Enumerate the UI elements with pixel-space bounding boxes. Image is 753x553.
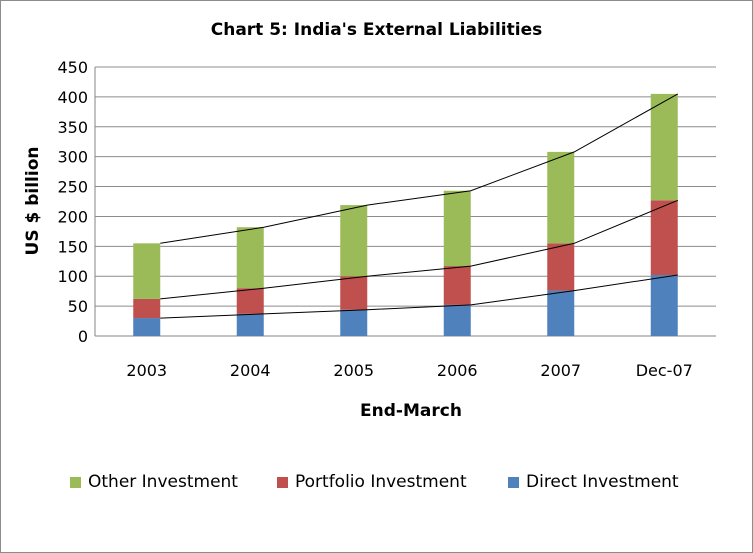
bar-direct-investment (443, 304, 471, 336)
y-tick-label: 200 (57, 207, 88, 226)
bar-direct-investment (650, 275, 678, 336)
bar-portfolio-investment (650, 200, 678, 276)
chart-title: Chart 5: India's External Liabilities (210, 20, 543, 40)
y-axis-title: US $ billion (23, 147, 43, 256)
y-tick-label: 450 (57, 58, 88, 77)
y-tick-label: 100 (57, 267, 88, 286)
legend-label: Portfolio Investment (295, 472, 467, 492)
x-tick-label: 2005 (333, 361, 374, 380)
bar-direct-investment (133, 318, 161, 336)
legend-item: Direct Investment (508, 472, 679, 492)
legend-swatch (70, 476, 81, 488)
bar-other-investment (650, 93, 678, 201)
bars (133, 93, 678, 336)
bar-portfolio-investment (236, 288, 264, 314)
legend-label: Direct Investment (526, 472, 679, 492)
y-tick-label: 350 (57, 118, 88, 137)
legend-swatch (508, 476, 519, 488)
bar-direct-investment (340, 309, 368, 336)
x-tick-label: Dec-07 (636, 361, 693, 380)
legend: Other Investment Portfolio Investment Dire… (0, 472, 753, 498)
bar-other-investment (133, 243, 161, 299)
x-axis-title: End-March (360, 401, 462, 421)
y-tick-label: 0 (78, 327, 88, 346)
bar-portfolio-investment (547, 243, 575, 291)
y-tick-label: 250 (57, 178, 88, 197)
x-tick-label: 2003 (126, 361, 167, 380)
tick-labels: 0 50 100 150 200 250 300 350 400 450 2003 2004 2005 2… (57, 58, 692, 380)
series-lines (160, 93, 679, 319)
bar-other-investment (236, 227, 264, 289)
y-tick-label: 50 (68, 297, 88, 316)
y-tick-label: 300 (57, 148, 88, 167)
legend-label: Other Investment (88, 472, 238, 492)
series-line-portfolio-investment (160, 199, 678, 300)
legend-item: Other Investment (70, 472, 238, 492)
bar-portfolio-investment (443, 266, 471, 305)
x-tick-label: 2007 (540, 361, 581, 380)
bar-other-investment (443, 190, 471, 267)
legend-swatch (277, 476, 288, 488)
y-tick-label: 400 (57, 88, 88, 107)
gridlines (94, 66, 716, 337)
x-tick-label: 2004 (230, 361, 271, 380)
bar-portfolio-investment (133, 298, 161, 319)
x-tick-label: 2006 (437, 361, 478, 380)
bar-other-investment (340, 205, 368, 277)
bar-direct-investment (236, 313, 264, 336)
series-line-direct-investment (160, 274, 678, 319)
bar-portfolio-investment (340, 276, 368, 310)
y-tick-label: 150 (57, 237, 88, 256)
bar-direct-investment (547, 290, 575, 336)
bar-other-investment (547, 151, 575, 244)
series-line-other-investment (160, 93, 679, 244)
legend-item: Portfolio Investment (277, 472, 467, 492)
